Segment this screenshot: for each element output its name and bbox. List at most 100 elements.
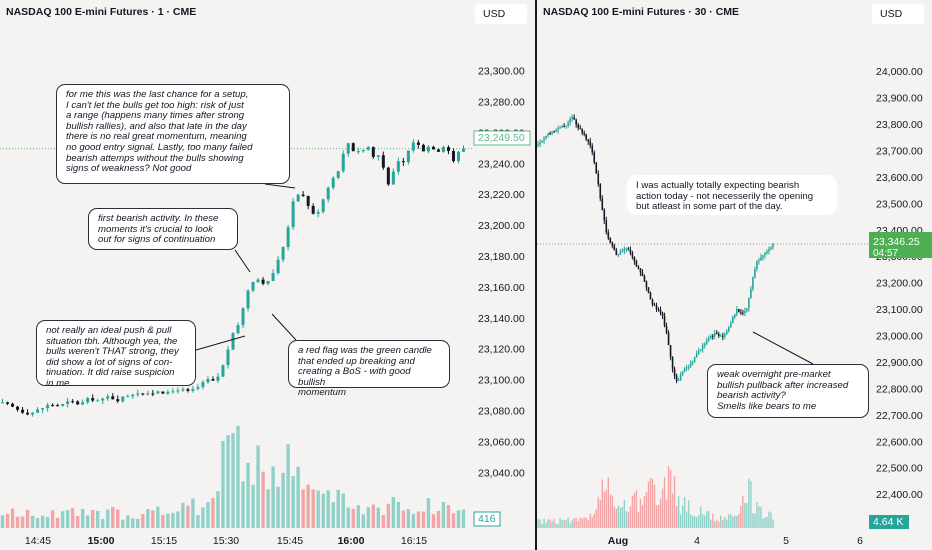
candle-body (101, 398, 105, 401)
candle-body (6, 402, 10, 404)
left-candlestick-chart[interactable]: 23,300.0023,280.0023,260.0023,240.0023,2… (0, 0, 535, 550)
volume-bar (196, 515, 200, 528)
volume-bar (768, 511, 770, 528)
candle-body (41, 408, 45, 410)
candle-body (591, 145, 594, 153)
volume-bar (720, 515, 722, 528)
candle-body (231, 333, 235, 350)
volume-bar (653, 484, 656, 528)
volume-bar (111, 507, 115, 528)
volume-bar (631, 495, 634, 528)
candle-body (553, 131, 555, 133)
candle-body (1, 402, 5, 404)
y-axis-tick-label: 23,080.00 (478, 406, 525, 418)
volume-bar (381, 515, 386, 528)
volume-bar (351, 508, 355, 528)
candle-body (236, 325, 240, 334)
candle-body (81, 402, 85, 405)
candle-body (151, 393, 155, 395)
volume-bar (121, 519, 125, 528)
volume-bar (587, 519, 589, 528)
candle-body (131, 394, 135, 397)
left-annotation-first-bearish[interactable]: first bearish activity. In these moments… (88, 208, 238, 250)
volume-bar (740, 505, 742, 528)
volume-bar (236, 425, 240, 528)
candle-body (740, 312, 742, 314)
candle-body (621, 250, 624, 253)
x-axis-tick-label: Aug (608, 535, 628, 547)
left-chart-title: NASDAQ 100 E-mini Futures · 1 · CME (6, 6, 197, 18)
candle-body (721, 335, 724, 337)
volume-bar (30, 515, 35, 528)
volume-bar (60, 511, 65, 528)
candle-body (86, 398, 90, 403)
right-annotation-expecting-bearish[interactable]: I was actually totally expecting bearish… (627, 175, 837, 215)
candle-body (764, 252, 766, 256)
volume-bar (50, 510, 55, 528)
candle-body (605, 220, 608, 233)
candle-body (726, 330, 728, 334)
left-chart-panel[interactable]: 23,300.0023,280.0023,260.0023,240.0023,2… (0, 0, 535, 550)
volume-bar (760, 506, 762, 528)
candle-body (701, 345, 704, 350)
volume-bar (681, 505, 684, 528)
volume-bar (635, 490, 638, 528)
candle-body (26, 412, 30, 415)
volume-bar (621, 507, 624, 528)
volume-bar (15, 516, 20, 528)
candle-body (111, 396, 115, 400)
right-chart-title: NASDAQ 100 E-mini Futures · 30 · CME (543, 6, 740, 18)
candle-body (669, 345, 672, 358)
candle-body (623, 248, 626, 251)
candle-body (633, 256, 636, 262)
right-candlestick-chart[interactable]: 24,000.00 23,900.00 23,800.00 23,700.00 23,6… (537, 0, 932, 550)
volume-bar (673, 476, 676, 528)
candle-body (571, 117, 573, 120)
candle-body (681, 371, 684, 375)
candle-body (256, 279, 260, 282)
candle-body (291, 201, 295, 228)
volume-bar (695, 517, 698, 528)
left-price-tag-text: 23,249.50 (478, 132, 525, 144)
volume-bar (603, 491, 605, 528)
left-annotation-push-pull[interactable]: not really an ideal push & pull situatio… (36, 320, 196, 389)
volume-bar (742, 495, 744, 528)
x-axis-tick-label: 15:00 (88, 535, 115, 547)
volume-bar (689, 514, 692, 528)
volume-bar (665, 500, 668, 528)
candle-body (276, 259, 280, 274)
volume-bar (361, 514, 365, 528)
volume-bar (456, 510, 461, 528)
candle-body (651, 299, 654, 305)
volume-bar (754, 513, 756, 528)
candle-body (738, 309, 740, 313)
volume-bar (75, 515, 80, 528)
candle-body (46, 405, 50, 409)
right-currency-button[interactable]: USD (872, 4, 924, 24)
annotation-pointer-red-flag (271, 313, 297, 341)
volume-bar (306, 484, 310, 528)
candle-body (609, 238, 612, 243)
candle-body (730, 323, 732, 328)
right-annotation-weak-pullback[interactable]: weak overnight pre-market bullish pullba… (707, 364, 869, 418)
right-chart-panel[interactable]: 24,000.00 23,900.00 23,800.00 23,700.00 23,6… (537, 0, 932, 550)
volume-bar (697, 515, 700, 528)
volume-bar (693, 516, 696, 528)
left-currency-button[interactable]: USD (475, 4, 527, 24)
volume-bar (40, 515, 45, 528)
volume-bar (748, 478, 750, 528)
candle-body (136, 393, 140, 395)
panel-divider[interactable] (535, 0, 537, 550)
left-annotation-setup[interactable]: for me this was the last chance for a se… (56, 84, 290, 184)
volume-bar (411, 513, 416, 528)
left-annotation-red-flag[interactable]: a red flag was the green candle that end… (288, 340, 450, 398)
y-axis-tick-label: 23,040.00 (478, 467, 525, 479)
volume-bar (770, 512, 772, 528)
candle-body (766, 251, 768, 253)
volume-bar (421, 511, 426, 528)
x-axis-tick-label: 15:30 (213, 535, 239, 547)
volume-bar (276, 486, 280, 528)
volume-bar (641, 505, 644, 528)
y-axis-tick-label: 23,120.00 (478, 344, 525, 356)
candle-body (748, 298, 750, 309)
